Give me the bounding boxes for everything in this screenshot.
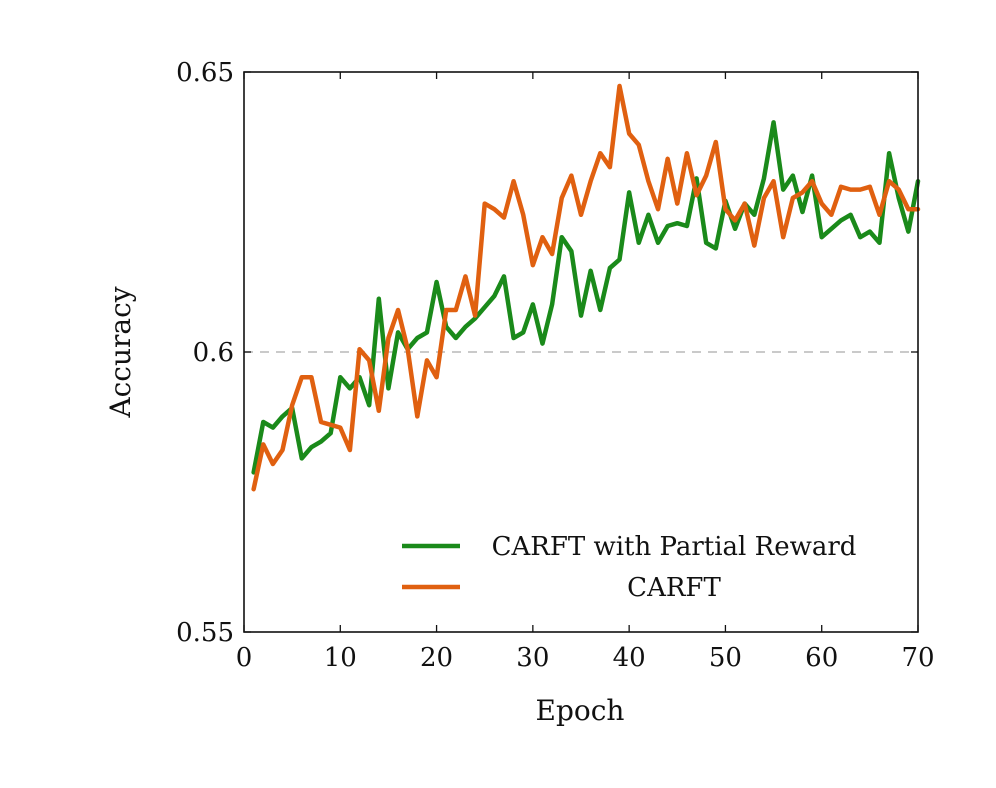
y-axis-title: Accuracy <box>104 286 137 418</box>
y-tick-label: 0.6 <box>193 338 234 368</box>
series-line-carft <box>251 83 921 492</box>
axes: 0 10 20 30 40 50 60 70 0.55 0.6 0.65 <box>176 58 934 673</box>
x-tick-label: 50 <box>709 643 742 673</box>
x-tick-label: 30 <box>516 643 549 673</box>
series-line-carft-partial-reward <box>251 120 921 475</box>
y-tick-label: 0.55 <box>176 618 234 648</box>
plot-area <box>244 83 921 492</box>
x-axis-title: Epoch <box>536 694 625 727</box>
legend: CARFT with Partial Reward CARFT <box>402 532 856 603</box>
y-tick-label: 0.65 <box>176 58 234 88</box>
x-tick-label: 10 <box>324 643 357 673</box>
x-tick-label: 40 <box>613 643 646 673</box>
x-tick-label: 70 <box>901 643 934 673</box>
legend-label: CARFT <box>627 573 721 603</box>
x-tick-label: 60 <box>805 643 838 673</box>
x-tick-label: 20 <box>420 643 453 673</box>
x-tick-label: 0 <box>236 643 253 673</box>
legend-label: CARFT with Partial Reward <box>492 532 857 562</box>
